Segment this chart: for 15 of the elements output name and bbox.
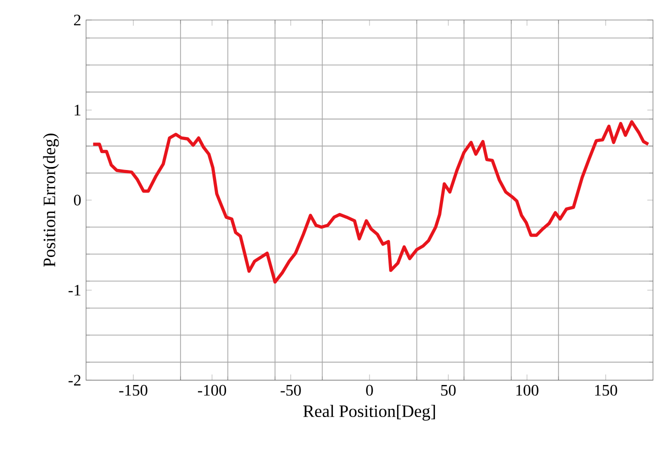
y-tick-label: -2 bbox=[68, 375, 80, 386]
x-tick-label: -50 bbox=[280, 385, 301, 396]
x-tick-label: -100 bbox=[198, 385, 226, 396]
x-tick-label: 0 bbox=[366, 385, 373, 396]
y-tick-label: 1 bbox=[74, 104, 80, 116]
y-tick-label: -1 bbox=[68, 285, 80, 296]
line-series bbox=[92, 120, 650, 284]
x-tick-label: -150 bbox=[119, 385, 148, 396]
y-tick-label: 2 bbox=[74, 14, 80, 26]
y-axis-title: Position Error(deg) bbox=[43, 134, 59, 267]
y-tick-label: 0 bbox=[74, 194, 81, 206]
x-axis-title: Real Position[Deg] bbox=[303, 405, 435, 421]
x-tick-label: 150 bbox=[595, 385, 618, 396]
x-tick-label: 50 bbox=[441, 385, 456, 396]
x-tick-label: 100 bbox=[516, 385, 538, 396]
